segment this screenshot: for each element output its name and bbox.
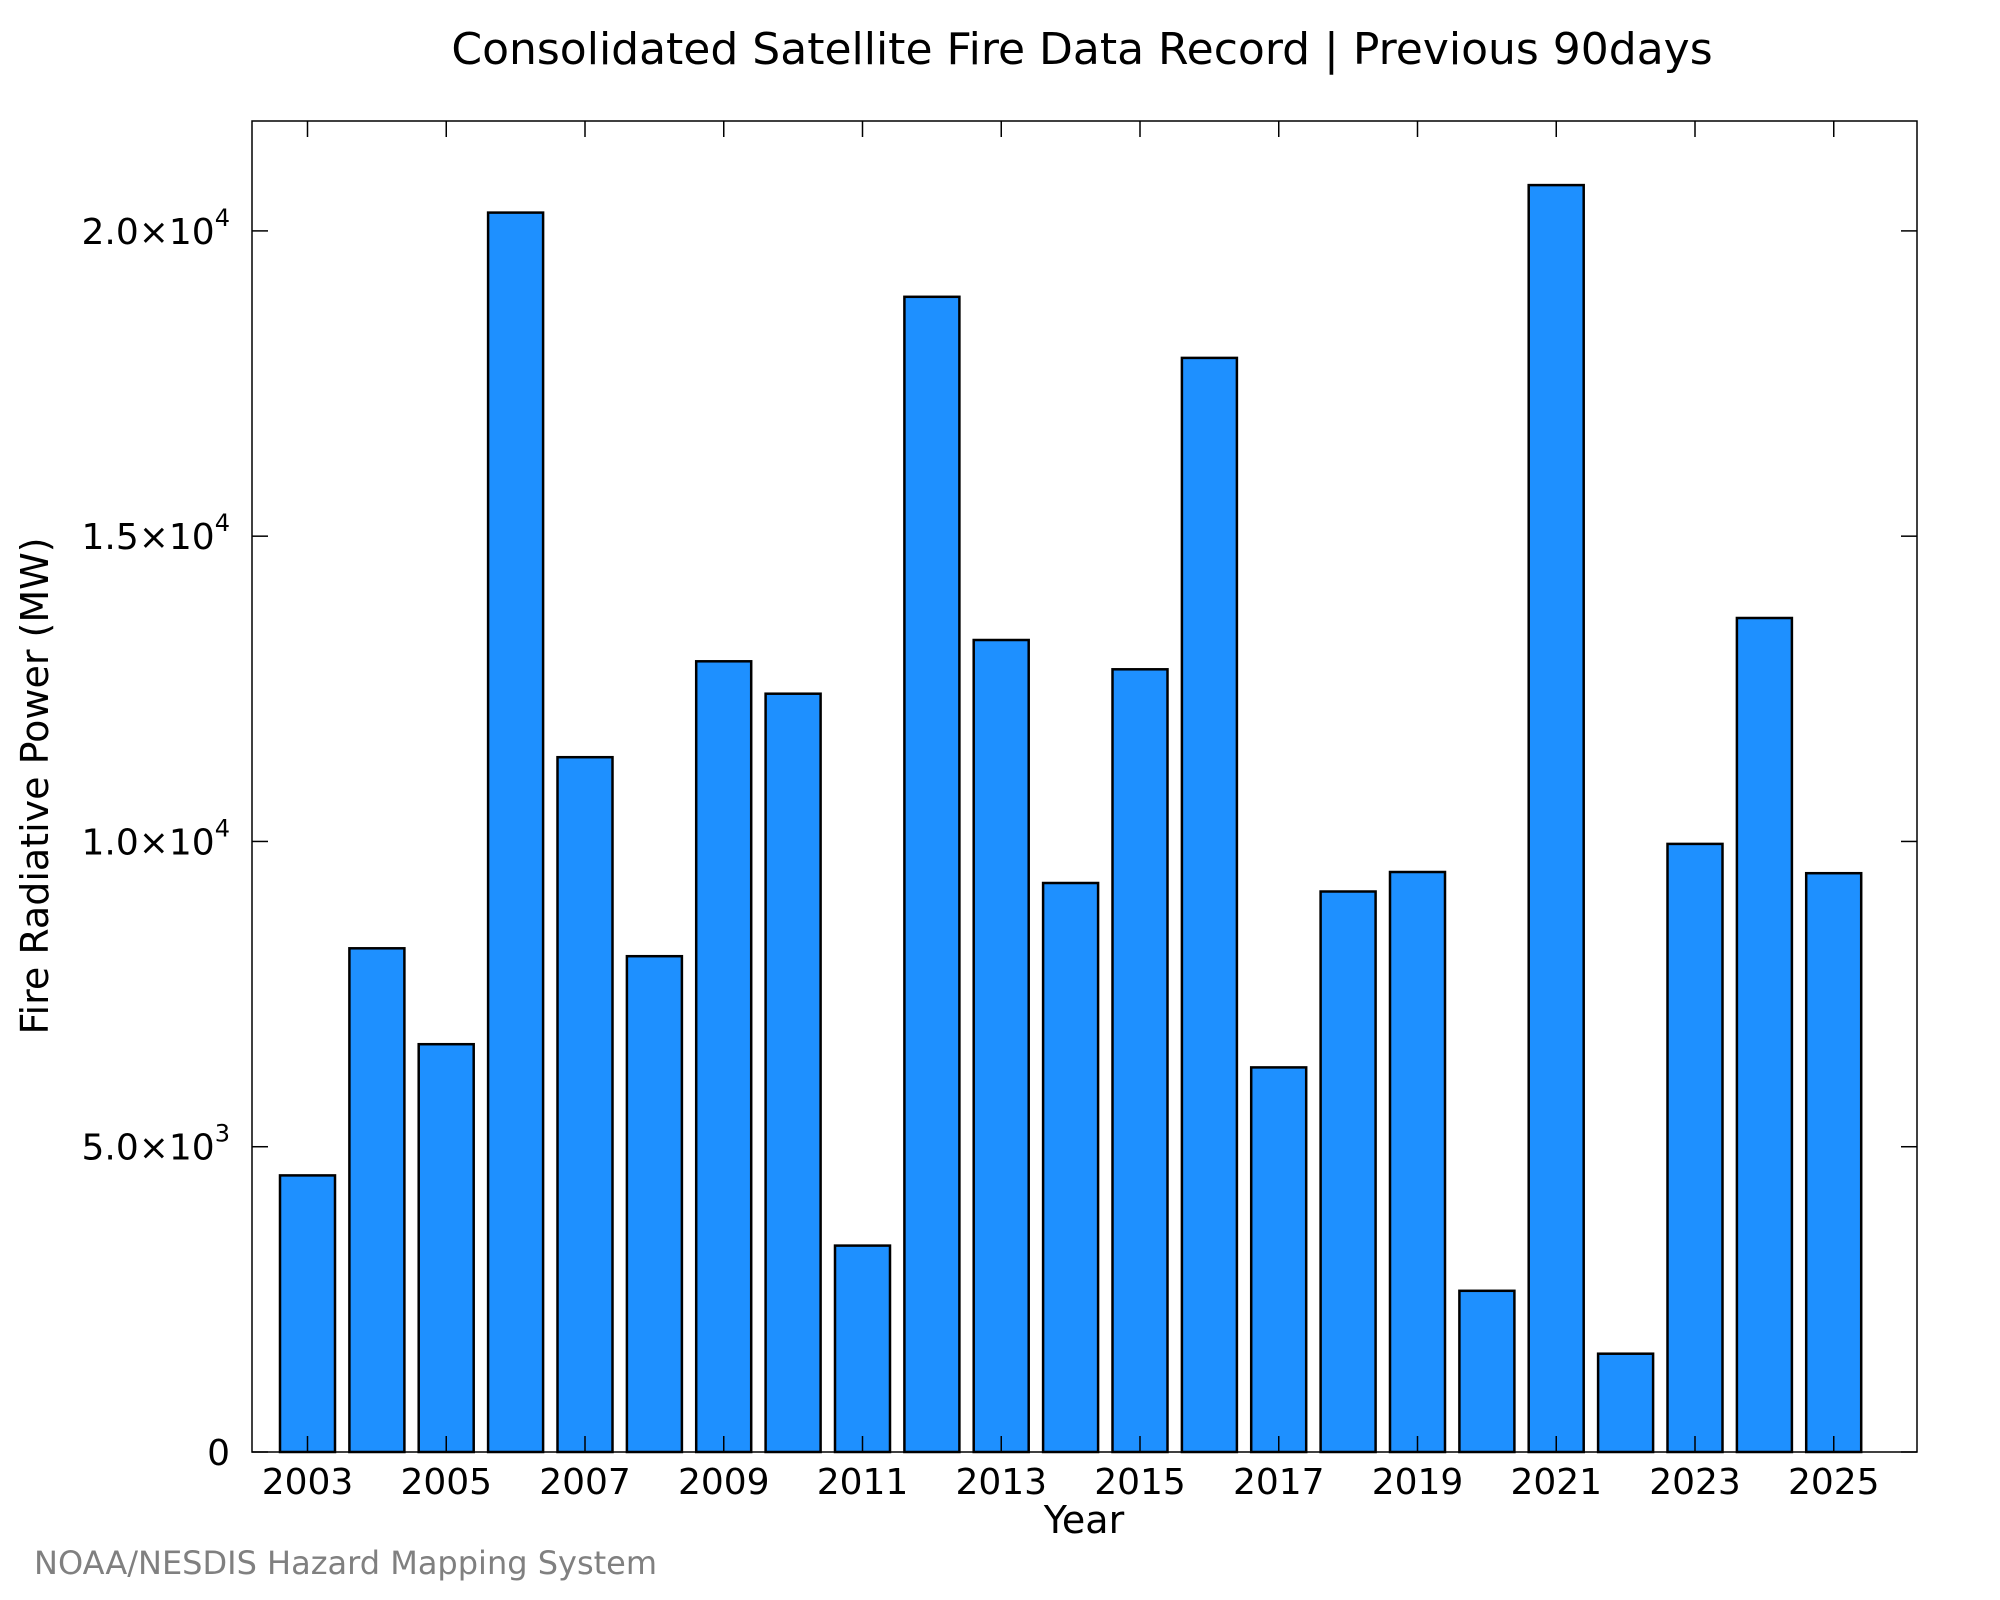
y-tick-label: 2.0×104	[81, 204, 230, 253]
x-tick-label-2005: 2005	[400, 1462, 492, 1503]
bar-2022	[1596, 1352, 1655, 1454]
y-tick-label: 0	[207, 1433, 230, 1474]
bar-2023	[1666, 842, 1724, 1454]
bar-2006	[486, 211, 545, 1454]
y-axis-ticks: 0 5.0×103 1.0×104 1.5×104 2.0×104	[81, 204, 1917, 1474]
bar-2013	[972, 638, 1030, 1454]
bar-2007	[556, 755, 614, 1454]
bar-2020	[1458, 1289, 1516, 1454]
bar-2004	[348, 947, 406, 1454]
bar-2017	[1249, 1066, 1308, 1454]
bar-2005	[417, 1042, 475, 1454]
x-tick-label-2017: 2017	[1233, 1462, 1325, 1503]
y-tick-label: 1.5×104	[81, 509, 230, 558]
x-tick-label-2009: 2009	[678, 1462, 770, 1503]
bar-2009	[694, 660, 753, 1454]
bar-2019	[1388, 870, 1447, 1454]
x-tick-label-2021: 2021	[1510, 1462, 1602, 1503]
x-tick-label-2013: 2013	[955, 1462, 1047, 1503]
bar-2015	[1111, 668, 1169, 1454]
bar-2025	[1804, 871, 1863, 1454]
bar-2016	[1180, 356, 1239, 1454]
x-axis-ticks: 2003 2005 2007 2009 2011 2013 2015 2017 2019 2021…	[262, 121, 1880, 1503]
x-tick-label-2015: 2015	[1094, 1462, 1186, 1503]
x-tick-label-2003: 2003	[262, 1462, 354, 1503]
bars-group	[278, 183, 1863, 1454]
x-axis-label: Year	[1043, 1498, 1125, 1542]
bar-2003	[278, 1174, 337, 1454]
bar-2021	[1527, 183, 1585, 1454]
y-axis-label: Fire Radiative Power (MW)	[13, 537, 57, 1034]
bar-2010	[764, 692, 822, 1454]
bar-2018	[1319, 890, 1377, 1454]
credit-text: NOAA/NESDIS Hazard Mapping System	[34, 1544, 657, 1582]
bar-2008	[625, 954, 684, 1454]
bar-2011	[833, 1244, 892, 1454]
bar-2024	[1735, 616, 1794, 1454]
x-tick-label-2025: 2025	[1788, 1462, 1880, 1503]
x-tick-label-2019: 2019	[1372, 1462, 1464, 1503]
plot-frame	[251, 120, 1918, 1453]
bar-2014	[1041, 881, 1100, 1454]
x-tick-label-2023: 2023	[1649, 1462, 1741, 1503]
x-tick-label-2011: 2011	[817, 1462, 909, 1503]
y-tick-label: 1.0×104	[81, 814, 230, 863]
chart-title: Consolidated Satellite Fire Data Record …	[451, 24, 1712, 75]
y-tick-label: 5.0×103	[81, 1120, 230, 1169]
x-tick-label-2007: 2007	[539, 1462, 631, 1503]
bar-2012	[903, 295, 961, 1454]
